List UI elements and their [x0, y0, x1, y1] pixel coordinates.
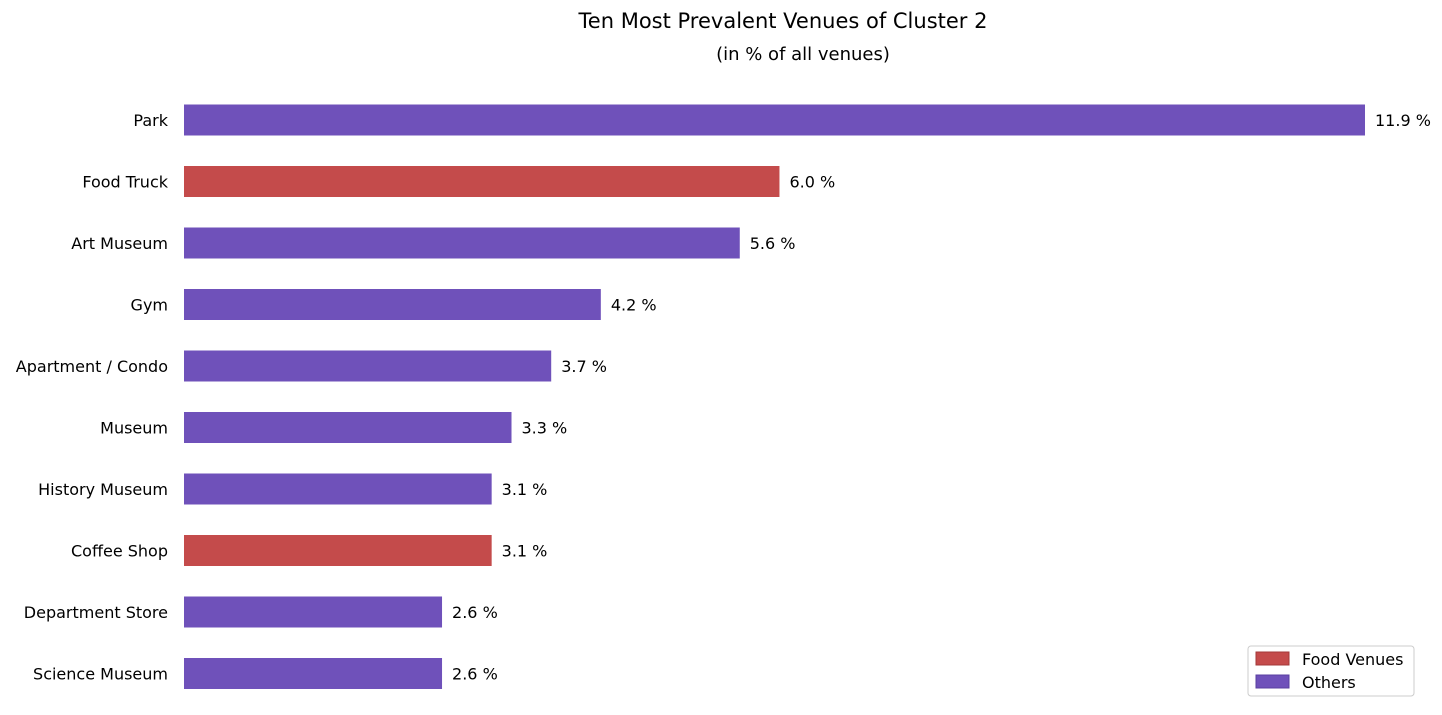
value-label-apartment-condo: 3.7 % [561, 357, 607, 376]
legend-label-food-venues: Food Venues [1302, 650, 1403, 669]
bar-museum [184, 412, 512, 443]
value-label-coffee-shop: 3.1 % [502, 542, 548, 561]
bar-gym [184, 289, 601, 320]
category-label-food-truck: Food Truck [82, 173, 168, 192]
value-label-museum: 3.3 % [522, 419, 568, 438]
value-label-food-truck: 6.0 % [789, 173, 835, 192]
value-label-history-museum: 3.1 % [502, 480, 548, 499]
value-label-science-museum: 2.6 % [452, 665, 498, 684]
category-label-department-store: Department Store [24, 603, 168, 622]
bar-department-store [184, 596, 443, 628]
bar-apartment-condo [184, 350, 552, 382]
category-label-history-museum: History Museum [38, 480, 168, 499]
chart-title: Ten Most Prevalent Venues of Cluster 2 [578, 9, 988, 33]
value-label-gym: 4.2 % [611, 296, 657, 315]
category-label-museum: Museum [100, 419, 168, 438]
bar-science-museum [184, 658, 443, 689]
value-label-art-museum: 5.6 % [750, 234, 796, 253]
value-label-park: 11.9 % [1375, 111, 1431, 130]
legend-swatch-others [1255, 674, 1290, 689]
category-label-coffee-shop: Coffee Shop [71, 542, 168, 561]
legend-swatch-food-venues [1255, 651, 1290, 666]
bar-coffee-shop [184, 535, 492, 566]
legend-label-others: Others [1302, 673, 1356, 692]
category-label-science-museum: Science Museum [33, 665, 168, 684]
category-label-park: Park [133, 111, 168, 130]
bar-history-museum [184, 473, 492, 505]
category-label-art-museum: Art Museum [71, 234, 168, 253]
value-label-department-store: 2.6 % [452, 603, 498, 622]
category-label-gym: Gym [131, 296, 168, 315]
bar-art-museum [184, 227, 740, 259]
legend: Food Venues Others [1247, 645, 1415, 697]
category-label-apartment-condo: Apartment / Condo [16, 357, 168, 376]
bar-food-truck [184, 166, 780, 197]
chart-subtitle: (in % of all venues) [716, 44, 890, 65]
bar-park [184, 104, 1365, 136]
bars-group: Park 11.9 % Food Truck 6.0 % Art Museum 5.6 %… [16, 104, 1431, 689]
